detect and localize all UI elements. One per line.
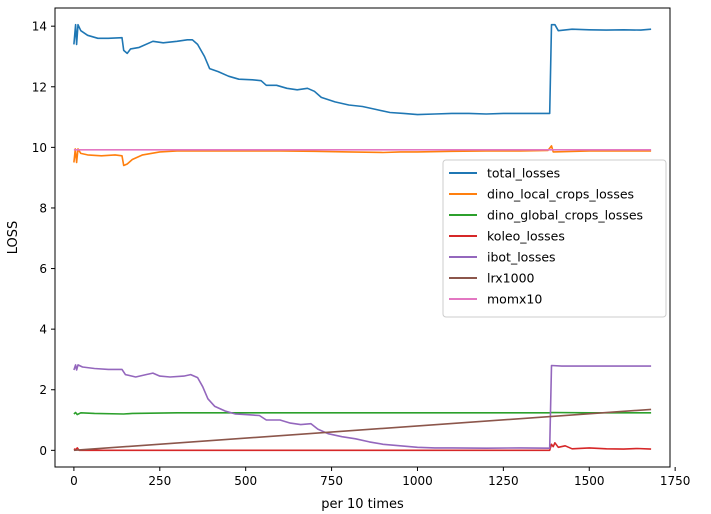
y-tick-label: 4 (39, 323, 47, 337)
legend-label-ibot-losses: ibot_losses (487, 250, 556, 265)
x-tick-label: 1000 (402, 474, 433, 488)
legend-box (442, 159, 667, 318)
x-tick-label: 750 (320, 474, 343, 488)
series-layer (73, 23, 652, 452)
legend-label-dino-local-crops-losses: dino_local_crops_losses (487, 187, 634, 202)
legend: total_losses dino_local_crops_losses dino_… (442, 159, 667, 318)
y-tick-label: 0 (39, 444, 47, 458)
legend-label-total-losses: total_losses (487, 166, 560, 181)
legend-label-koleo-losses: koleo_losses (487, 229, 565, 244)
y-tick-label: 6 (39, 262, 47, 276)
x-axis-label: per 10 times (321, 497, 404, 512)
y-tick-label: 8 (39, 201, 47, 215)
legend-label-lrx1000: lrx1000 (487, 271, 535, 286)
y-axis-label: LOSS (6, 221, 21, 255)
x-tick-label: 500 (234, 474, 257, 488)
x-tick-label: 250 (148, 474, 171, 488)
axes-layer: 0 250 500 750 1000 1250 1500 1750 0 2 4 6 8 10 12 14 (32, 20, 691, 488)
y-tick-label: 12 (32, 80, 47, 94)
legend-label-momx10: momx10 (487, 292, 542, 307)
x-tick-label: 1500 (574, 474, 605, 488)
y-tick-label: 2 (39, 383, 47, 397)
x-tick-label: 0 (70, 474, 78, 488)
y-tick-label: 14 (32, 20, 47, 34)
x-tick-label: 1250 (488, 474, 519, 488)
series-line-lrx1000 (73, 408, 652, 452)
series-line-total-losses (73, 23, 652, 116)
legend-label-dino-global-crops-losses: dino_global_crops_losses (487, 208, 643, 223)
x-tick-label: 1750 (660, 474, 691, 488)
y-tick-label: 10 (32, 141, 47, 155)
plot-frame (54, 7, 671, 468)
series-line-ibot-losses (73, 364, 652, 449)
